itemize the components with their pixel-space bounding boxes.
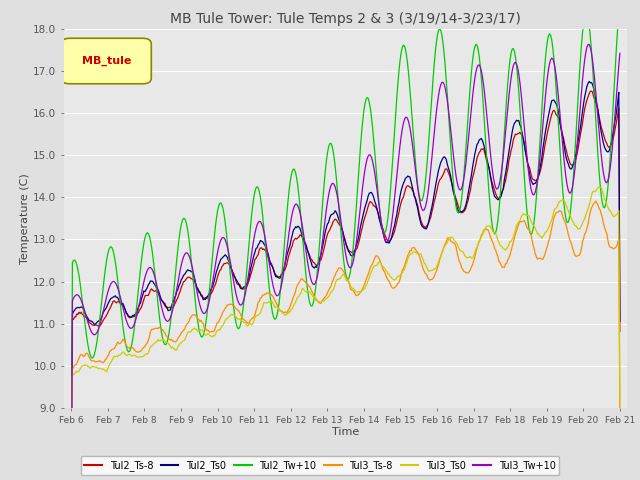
Legend: Tul2_Ts-8, Tul2_Ts0, Tul2_Tw+10, Tul3_Ts-8, Tul3_Ts0, Tul3_Tw+10: Tul2_Ts-8, Tul2_Ts0, Tul2_Tw+10, Tul3_Ts…: [81, 456, 559, 475]
Y-axis label: Temperature (C): Temperature (C): [20, 173, 31, 264]
Title: MB Tule Tower: Tule Temps 2 & 3 (3/19/14-3/23/17): MB Tule Tower: Tule Temps 2 & 3 (3/19/14…: [170, 12, 521, 26]
FancyBboxPatch shape: [61, 38, 151, 84]
X-axis label: Time: Time: [332, 427, 359, 437]
Text: MB_tule: MB_tule: [81, 56, 131, 66]
